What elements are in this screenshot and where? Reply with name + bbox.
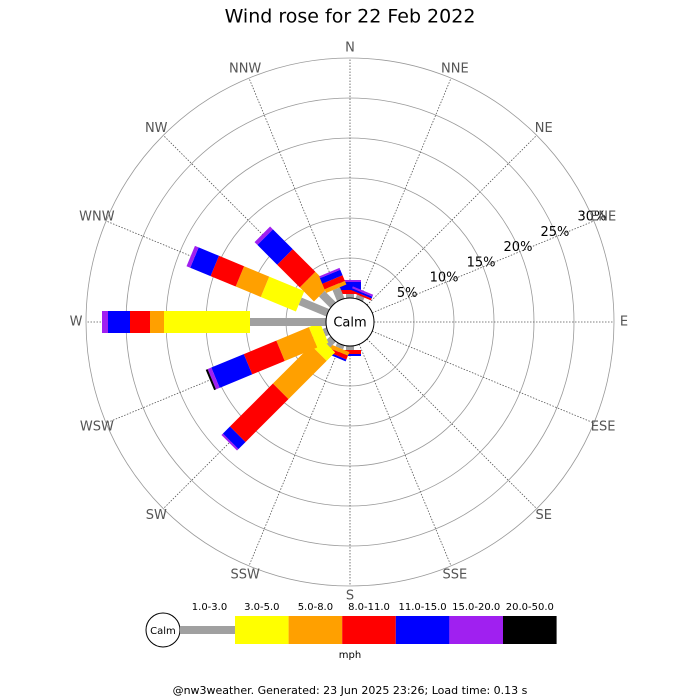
bar-segment	[350, 290, 372, 301]
direction-label: SE	[536, 508, 552, 523]
bar-segment	[335, 342, 345, 350]
bar-segment	[221, 433, 239, 451]
direction-label: E	[620, 315, 628, 330]
bar-segment	[319, 269, 343, 284]
footer: @nw3weather. Generated: 23 Jun 2025 23:2…	[173, 684, 528, 697]
legend-calm-label: Calm	[150, 626, 176, 637]
bar-segment	[108, 311, 130, 333]
calm-circle	[325, 297, 375, 347]
bar-segment	[339, 354, 361, 356]
direction-label: WSW	[80, 419, 114, 434]
legend-label: 20.0-50.0	[506, 602, 554, 613]
bar-segment	[318, 290, 336, 308]
direction-label: SW	[146, 508, 167, 523]
legend-swatch	[235, 616, 289, 644]
bar-segment	[352, 286, 374, 297]
direction-label: SSW	[230, 568, 260, 583]
bar-segment	[229, 383, 289, 443]
legend-label: 8.0-11.0	[348, 602, 390, 613]
bar-segment	[355, 294, 365, 302]
legend: Calm 1.0-3.0 3.0-5.0 5.0-8.0 8.0-11.0 11.0-1…	[145, 602, 557, 648]
direction-label: WNW	[79, 210, 115, 225]
bar-segment	[346, 346, 354, 350]
bar-segment	[339, 290, 361, 294]
r-tick-label: 25%	[540, 225, 569, 240]
bar-segment	[130, 311, 150, 333]
legend-swatch	[503, 616, 557, 644]
bar-segment	[207, 367, 220, 390]
spoke	[366, 338, 537, 509]
bar-segment	[254, 226, 273, 245]
spoke	[358, 77, 452, 300]
chart-title: Wind rose for 22 Feb 2022	[225, 6, 476, 28]
bar-segment	[257, 229, 293, 265]
bar-segment	[190, 247, 219, 277]
bar-segment	[150, 311, 164, 333]
r-tick-label: 10%	[430, 271, 459, 286]
bar-segment	[324, 280, 347, 293]
legend-label: 5.0-8.0	[298, 602, 333, 613]
bar-segment	[308, 322, 329, 348]
direction-label: S	[346, 589, 354, 604]
legend-swatch	[288, 616, 343, 644]
direction-label: N	[345, 41, 355, 56]
spoke	[358, 344, 452, 567]
bar-segment	[339, 350, 361, 354]
r-tick-label: 15%	[467, 255, 496, 270]
bar-segment	[272, 345, 327, 400]
bar-segment	[186, 245, 199, 268]
bar-segment	[235, 266, 270, 297]
direction-label: ENE	[590, 210, 616, 225]
bar-segment	[277, 249, 316, 288]
direction-label: NNE	[441, 61, 469, 76]
direction-label: ESE	[591, 419, 616, 434]
grid-ring	[85, 57, 615, 587]
bar-segment	[319, 267, 341, 279]
bar-segment	[322, 275, 345, 290]
bar-segment	[346, 294, 354, 298]
bar-segment	[210, 255, 245, 287]
bar-segment	[322, 327, 330, 337]
spoke	[248, 344, 342, 567]
bar-segment	[102, 311, 108, 333]
unit-label: mph	[339, 650, 361, 661]
direction-label: SSE	[442, 568, 467, 583]
direction-label: NNW	[229, 61, 261, 76]
bar-segment	[339, 282, 361, 290]
legend-label: 11.0-15.0	[399, 602, 447, 613]
r-tick-label: 20%	[504, 240, 533, 255]
direction-label: NE	[535, 121, 553, 136]
bar-segment	[205, 369, 216, 391]
r-tick-label: 5%	[397, 286, 418, 301]
bars	[102, 226, 374, 451]
spoke	[372, 330, 595, 424]
legend-swatch	[395, 616, 450, 644]
direction-label: W	[70, 315, 83, 330]
bar-segment	[243, 340, 285, 375]
bar-segment	[276, 327, 318, 361]
legend-label: 3.0-5.0	[244, 602, 279, 613]
bar-segment	[339, 280, 361, 282]
calm-label: Calm	[333, 316, 366, 331]
legend-label: 1.0-3.0	[192, 602, 227, 613]
bar-segment	[250, 318, 326, 326]
legend-label: 15.0-20.0	[452, 602, 500, 613]
direction-label: NW	[145, 121, 168, 136]
r-tick-label: 30%	[577, 209, 606, 224]
spoke	[366, 135, 537, 306]
bar-segment	[332, 287, 345, 302]
legend-swatch	[449, 616, 503, 644]
bar-segment	[211, 354, 253, 388]
bar-segment	[351, 288, 373, 299]
bar-segment	[327, 343, 350, 356]
bar-segment	[222, 426, 246, 450]
spoke	[372, 220, 595, 314]
legend-swatch	[180, 626, 235, 634]
bar-segment	[260, 276, 305, 312]
legend-swatch	[342, 616, 396, 644]
bar-segment	[164, 311, 250, 333]
spoke	[248, 77, 342, 300]
bar-segment	[298, 297, 330, 317]
